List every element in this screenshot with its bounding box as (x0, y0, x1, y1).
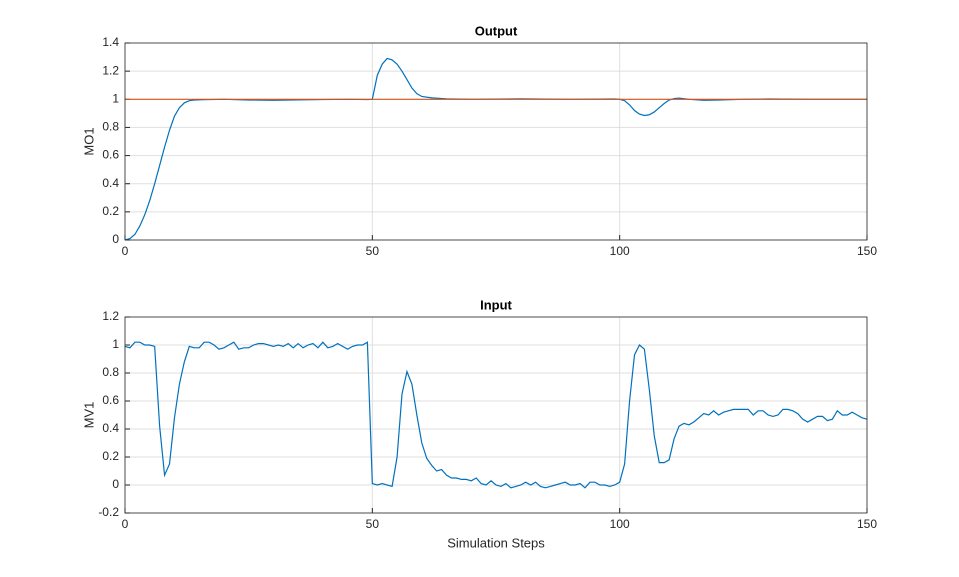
x-tick-label: 0 (122, 244, 129, 258)
y-tick-label: 0.8 (102, 120, 119, 134)
x-tick-label: 100 (610, 244, 630, 258)
axes-box (124, 316, 868, 514)
y-tick-label: 1.2 (102, 309, 119, 323)
y-tick-label: 0 (112, 477, 119, 491)
line-series (124, 57, 867, 241)
y-tick-label: 1 (112, 91, 119, 105)
plot-area (125, 43, 867, 240)
axes-box (124, 42, 868, 241)
x-axis-label: Simulation Steps (447, 535, 545, 550)
y-tick-label: 0.4 (102, 176, 119, 190)
plot-area (125, 317, 867, 513)
chart-title: Output (475, 23, 518, 38)
x-tick-label: 150 (857, 517, 877, 531)
line-series (124, 341, 868, 489)
y-tick-label: 1.4 (102, 35, 119, 49)
y-tick-label: 0.4 (102, 421, 119, 435)
y-tick-label: 0.2 (102, 204, 119, 218)
y-tick-label: 0.6 (102, 148, 119, 162)
y-tick-label: 1.2 (102, 63, 119, 77)
y-tick-label: 0.8 (102, 365, 119, 379)
y-tick-label: 0 (112, 232, 119, 246)
y-axis-label: MO1 (81, 127, 96, 155)
x-tick-label: 50 (366, 517, 380, 531)
y-axis-label: MV1 (81, 402, 96, 429)
x-tick-label: 150 (857, 244, 877, 258)
y-tick-label: -0.2 (98, 505, 119, 519)
y-tick-label: 1 (112, 337, 119, 351)
x-tick-label: 100 (610, 517, 630, 531)
y-tick-label: 0.2 (102, 449, 119, 463)
x-tick-label: 0 (122, 517, 129, 531)
x-tick-label: 50 (366, 244, 380, 258)
y-tick-label: 0.6 (102, 393, 119, 407)
chart-title: Input (480, 297, 512, 312)
